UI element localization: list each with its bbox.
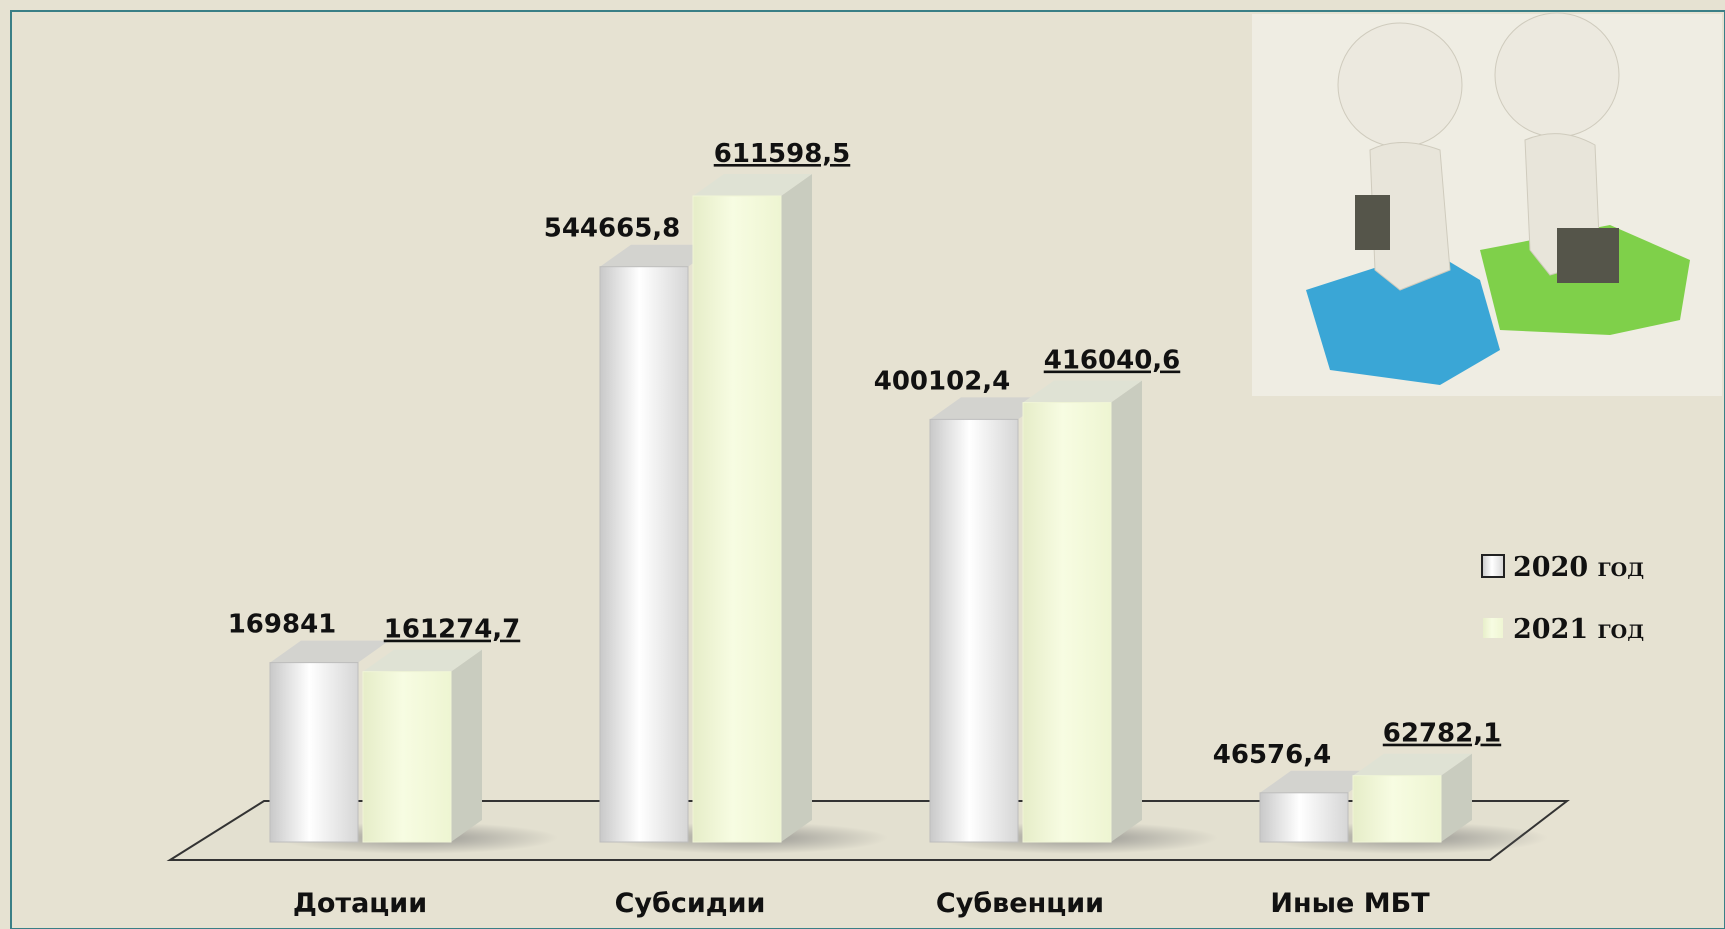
- legend-swatch: [1482, 555, 1504, 577]
- bar-side: [451, 650, 482, 842]
- bar-side: [781, 174, 812, 842]
- bar: [600, 267, 688, 842]
- bar: [270, 663, 358, 842]
- data-label: 544665,8: [544, 214, 681, 244]
- bar: [363, 672, 451, 842]
- x-tick-label: Субвенции: [936, 888, 1104, 919]
- bar: [1353, 776, 1441, 842]
- bar: [1260, 793, 1348, 842]
- data-label: 161274,7: [384, 615, 521, 645]
- data-label: 416040,6: [1044, 346, 1181, 376]
- bar: [1023, 403, 1111, 842]
- bar-side: [1111, 381, 1142, 842]
- data-label: 62782,1: [1383, 719, 1501, 749]
- chart: 2020 год 2021 год Дотации 169841 161274,7 С…: [0, 0, 1725, 929]
- bar: [693, 196, 781, 842]
- data-label: 400102,4: [874, 366, 1011, 396]
- x-tick-label: Дотации: [293, 888, 427, 919]
- illustration: [1252, 13, 1722, 396]
- legend-swatch: [1482, 617, 1504, 639]
- data-label: 169841: [228, 610, 337, 640]
- data-label: 46576,4: [1213, 740, 1331, 770]
- x-tick-label: Иные МБТ: [1270, 888, 1430, 919]
- data-label: 611598,5: [714, 139, 851, 169]
- bar: [930, 419, 1018, 842]
- legend-label: 2020 год: [1513, 552, 1644, 583]
- x-tick-label: Субсидии: [615, 888, 766, 919]
- legend-label: 2021 год: [1513, 614, 1644, 645]
